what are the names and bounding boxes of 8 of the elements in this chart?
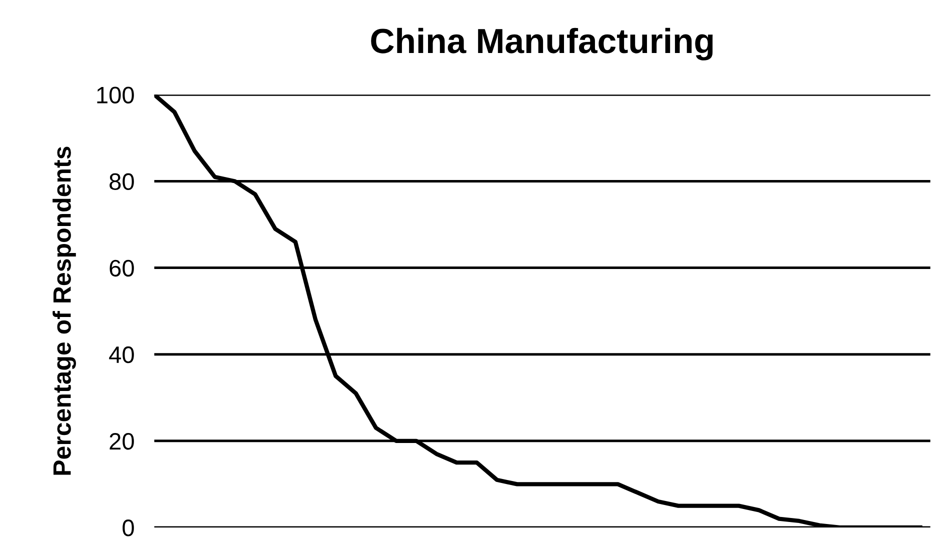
y-axis-title: Percentage of Respondents bbox=[52, 146, 76, 475]
y-tick-label: 60 bbox=[110, 260, 134, 277]
y-tick-label: 80 bbox=[110, 173, 134, 190]
chart-title: China Manufacturing bbox=[371, 28, 713, 60]
y-tick-label: 40 bbox=[109, 346, 134, 364]
y-tick-label: 100 bbox=[97, 86, 134, 104]
y-tick-label: 20 bbox=[110, 432, 134, 450]
y-tick-label: 0 bbox=[122, 520, 134, 536]
